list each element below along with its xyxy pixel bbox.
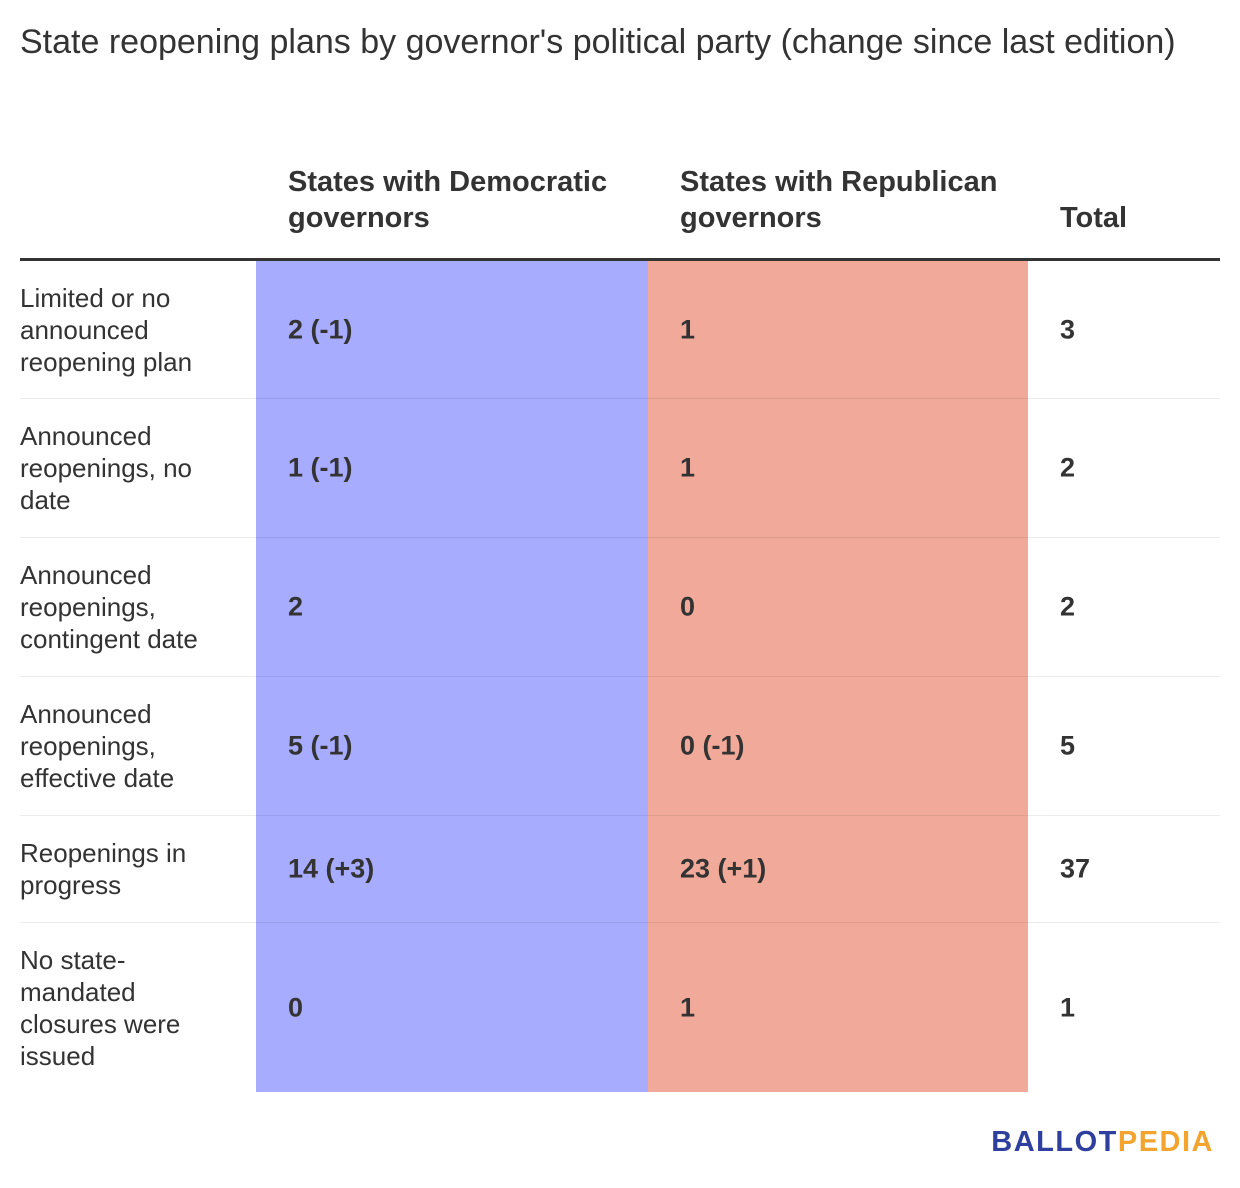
cell-republican: 23 (+1) (680, 853, 767, 884)
cell-total: 2 (1060, 452, 1076, 483)
ballotpedia-logo: BALLOTPEDIA (991, 1126, 1214, 1159)
cell-democratic: 5 (-1) (288, 730, 353, 761)
column-header-democratic: States with Democratic governors (288, 166, 608, 234)
row-label: Announced reopenings, no date (20, 421, 193, 515)
data-table: States with Democratic governors States … (20, 150, 1220, 1092)
logo-text-accent: PEDIA (1117, 1126, 1214, 1158)
row-label: Reopenings in progress (20, 838, 187, 900)
table-body: Limited or no announced reopening plan 2… (20, 261, 1220, 1092)
democratic-column-band (256, 261, 648, 1092)
row-label: Announced reopenings, contingent date (20, 560, 198, 654)
cell-democratic: 14 (+3) (288, 853, 375, 884)
table-row: No state-mandated closures were issued 0… (20, 923, 1220, 1092)
republican-column-band (648, 261, 1028, 1092)
table-row: Announced reopenings, effective date 5 (… (20, 677, 1220, 816)
table-row: Announced reopenings, no date 1 (-1) 1 2 (20, 399, 1220, 538)
cell-total: 1 (1060, 992, 1076, 1022)
table-header: States with Democratic governors States … (20, 150, 1220, 261)
cell-democratic: 0 (288, 992, 304, 1022)
cell-democratic: 1 (-1) (288, 452, 353, 483)
column-header-total: Total (1060, 202, 1128, 234)
cell-republican: 1 (680, 992, 696, 1022)
cell-total: 3 (1060, 314, 1076, 344)
cell-total: 2 (1060, 591, 1076, 622)
table-row: Limited or no announced reopening plan 2… (20, 261, 1220, 399)
chart-title: State reopening plans by governor's poli… (20, 23, 1176, 61)
column-header-republican: States with Republican governors (680, 166, 998, 234)
cell-republican: 1 (680, 314, 696, 344)
cell-democratic: 2 (288, 591, 304, 622)
row-label: Announced reopenings, effective date (20, 699, 175, 793)
cell-total: 5 (1060, 730, 1076, 761)
table-row: Announced reopenings, contingent date 2 … (20, 538, 1220, 677)
cell-republican: 0 (-1) (680, 730, 745, 761)
logo-text-primary: BALLOT (991, 1126, 1118, 1158)
cell-total: 37 (1060, 853, 1091, 884)
cell-republican: 1 (680, 452, 696, 483)
row-label: No state-mandated closures were issued (20, 944, 181, 1071)
table-row: Reopenings in progress 14 (+3) 23 (+1) 3… (20, 816, 1220, 923)
row-label: Limited or no announced reopening plan (20, 282, 193, 377)
cell-republican: 0 (680, 591, 696, 622)
cell-democratic: 2 (-1) (288, 314, 353, 344)
